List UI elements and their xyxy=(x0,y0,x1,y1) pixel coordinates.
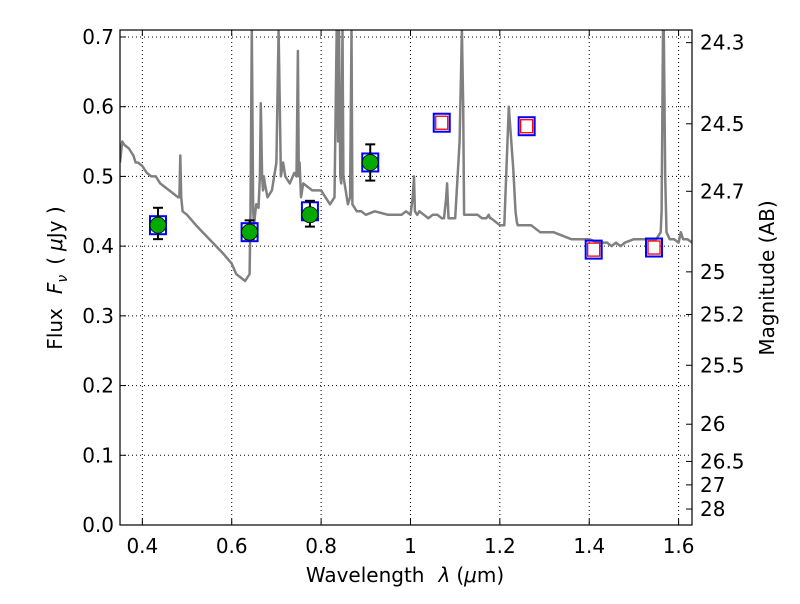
y-tick-label: 0.0 xyxy=(82,513,114,537)
y2-tick-label: 24.7 xyxy=(700,179,745,203)
y-tick-label: 0.4 xyxy=(82,234,114,258)
upper-limit-point xyxy=(587,242,601,257)
observed-flux-point xyxy=(241,223,258,241)
plot-layer xyxy=(120,30,692,283)
y-axis-label: FluxFν(μJy ) xyxy=(43,206,71,349)
axes-layer: 0.4 0.6 0.8 1 1.2 1.4 1.6 0.0 0.1 0.2 0.3 0.4 0.5 0.6… xyxy=(82,25,744,558)
y2-tick-label: 26 xyxy=(700,412,725,436)
y2-tick-label: 25.5 xyxy=(700,353,745,377)
y2-tick-label: 28 xyxy=(700,497,725,521)
y-tick-label: 0.2 xyxy=(82,374,114,398)
upper-limit-point xyxy=(520,119,534,134)
upper-limit-point xyxy=(647,240,661,255)
y-tick-label: 0.5 xyxy=(82,164,114,188)
x-tick-label: 0.4 xyxy=(126,534,158,558)
y2-tick-label: 24.3 xyxy=(700,31,745,55)
x-tick-label: 1 xyxy=(404,534,417,558)
y-tick-label: 0.7 xyxy=(82,25,114,49)
x-tick-label: 0.6 xyxy=(216,534,248,558)
x-tick-label: 1.6 xyxy=(663,534,695,558)
x-tick-label: 1.2 xyxy=(484,534,516,558)
x-axis-label: Wavelength λ (μm) xyxy=(306,563,504,587)
observed-flux-point xyxy=(149,216,167,234)
y-tick-label: 0.6 xyxy=(82,95,114,119)
model-photometry-point xyxy=(645,237,664,258)
observed-flux-point xyxy=(361,154,379,171)
model-photometry-point xyxy=(432,112,451,133)
x-tick-label: 0.8 xyxy=(305,534,337,558)
upper-limit-point xyxy=(435,115,449,130)
y2-tick-label: 25 xyxy=(700,260,725,284)
y2-tick-label: 24.5 xyxy=(700,112,745,136)
y2-tick-label: 26.5 xyxy=(700,449,745,473)
model-photometry-point xyxy=(584,239,603,260)
y-tick-label: 0.1 xyxy=(82,443,114,467)
grid-layer xyxy=(120,30,692,526)
plot-frame xyxy=(119,29,693,526)
y-tick-label: 0.3 xyxy=(82,304,114,328)
y2-axis-label: Magnitude (AB) xyxy=(755,200,779,355)
model-photometry-point xyxy=(517,116,536,137)
observed-flux-point xyxy=(301,206,319,224)
marker-layer xyxy=(148,112,664,260)
x-tick-label: 1.4 xyxy=(573,534,605,558)
model-spectrum-line xyxy=(120,30,692,283)
y2-tick-label: 27 xyxy=(700,473,725,497)
y2-tick-label: 25.2 xyxy=(700,302,745,326)
